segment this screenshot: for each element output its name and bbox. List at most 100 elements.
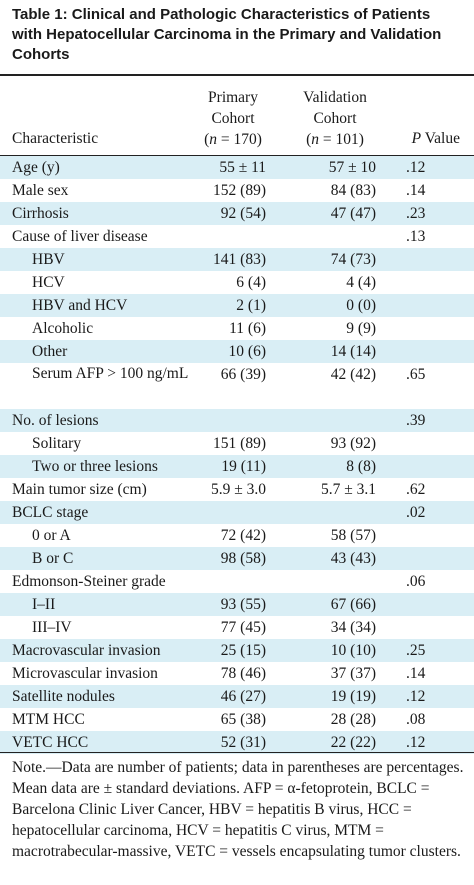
table-row: B or C 98 (58) 43 (43) [0,547,474,570]
row-characteristic: MTM HCC [12,711,85,728]
table-row: Cause of liver disease .13 [0,225,474,248]
row-primary-value: 10 (6) [228,343,266,360]
row-characteristic: Edmonson-Steiner grade [12,573,166,590]
table-row: Main tumor size (cm) 5.9 ± 3.0 5.7 ± 3.1 .6… [0,478,474,501]
row-p-value: .08 [406,711,426,728]
table-row: HCV 6 (4) 4 (4) [0,271,474,294]
table-row: Other 10 (6) 14 (14) [0,340,474,363]
row-characteristic: Solitary [32,435,82,452]
row-primary-value: 65 (38) [220,711,266,728]
row-p-value: .13 [406,228,426,245]
primary-header-line1: Primary [208,89,258,106]
primary-header-n: (n = 170) [204,131,262,148]
row-characteristic: VETC HCC [12,734,89,751]
primary-n-label: n [209,131,217,148]
row-characteristic: III–IV [32,619,72,636]
validation-cohort-header: Validation Cohort (n = 101) [290,87,380,150]
row-characteristic: Age (y) [12,159,60,176]
row-primary-value: 151 (89) [213,435,266,452]
table-bottom-rule [0,752,474,753]
row-characteristic: HCV [32,274,65,291]
table-row: Macrovascular invasion 25 (15) 10 (10) .25 [0,639,474,662]
validation-n-value: = 101) [319,131,364,148]
row-validation-value: 43 (43) [330,550,376,567]
row-primary-value: 98 (58) [220,550,266,567]
row-primary-value: 141 (83) [213,251,266,268]
row-validation-value: 58 (57) [330,527,376,544]
characteristic-header: Characteristic [12,130,99,147]
row-primary-value: 77 (45) [220,619,266,636]
table-body: Age (y) 55 ± 11 57 ± 10 .12 Male sex 152 (89)… [0,156,474,754]
row-primary-value: 92 (54) [220,205,266,222]
table-row: VETC HCC 52 (31) 22 (22) .12 [0,731,474,754]
row-validation-value: 28 (28) [330,711,376,728]
table-row: HBV 141 (83) 74 (73) [0,248,474,271]
table-row: Two or three lesions 19 (11) 8 (8) [0,455,474,478]
row-characteristic: Microvascular invasion [12,665,158,682]
row-validation-value: 19 (19) [330,688,376,705]
table-row: Serum AFP > 100 ng/mL 66 (39) 42 (42) .65 [0,363,474,409]
row-p-value: .12 [406,688,426,705]
p-value-header: P Value [412,130,460,148]
row-primary-value: 93 (55) [220,596,266,613]
table-row: MTM HCC 65 (38) 28 (28) .08 [0,708,474,731]
row-p-value: .12 [406,159,426,176]
row-characteristic: Cause of liver disease [12,228,148,245]
row-primary-value: 72 (42) [220,527,266,544]
row-validation-value: 84 (83) [330,182,376,199]
validation-header-line1: Validation [303,89,367,106]
row-primary-value: 78 (46) [220,665,266,682]
table-row: Microvascular invasion 78 (46) 37 (37) .14 [0,662,474,685]
p-rest: Value [421,130,460,147]
row-characteristic: HBV [32,251,65,268]
table-row: 0 or A 72 (42) 58 (57) [0,524,474,547]
table-row: Cirrhosis 92 (54) 47 (47) .23 [0,202,474,225]
validation-n-label: n [311,131,319,148]
row-validation-value: 9 (9) [346,320,376,337]
row-p-value: .14 [406,665,426,682]
table-row: I–II 93 (55) 67 (66) [0,593,474,616]
row-validation-value: 74 (73) [330,251,376,268]
table-title: Table 1: Clinical and Pathologic Charact… [0,0,474,76]
row-primary-value: 25 (15) [220,642,266,659]
row-characteristic: Alcoholic [32,320,94,337]
row-primary-value: 52 (31) [220,734,266,751]
row-validation-value: 4 (4) [346,274,376,291]
row-primary-value: 5.9 ± 3.0 [210,481,266,498]
row-validation-value: 22 (22) [330,734,376,751]
row-characteristic: Serum AFP > 100 ng/mL [32,365,189,382]
table-row: HBV and HCV 2 (1) 0 (0) [0,294,474,317]
row-validation-value: 8 (8) [346,458,376,475]
primary-header-line2: Cohort [211,110,255,127]
row-primary-value: 2 (1) [236,297,266,314]
table-row: Edmonson-Steiner grade .06 [0,570,474,593]
table-row: Solitary 151 (89) 93 (92) [0,432,474,455]
row-validation-value: 67 (66) [330,596,376,613]
row-primary-value: 55 ± 11 [219,159,266,176]
validation-header-line2: Cohort [313,110,357,127]
row-validation-value: 14 (14) [330,343,376,360]
row-primary-value: 6 (4) [236,274,266,291]
row-p-value: .23 [406,205,426,222]
row-characteristic: Male sex [12,182,69,199]
row-validation-value: 10 (10) [330,642,376,659]
row-validation-value: 42 (42) [330,366,376,383]
row-primary-value: 152 (89) [213,182,266,199]
row-p-value: .65 [406,366,426,383]
row-characteristic: BCLC stage [12,504,89,521]
row-validation-value: 57 ± 10 [328,159,376,176]
row-p-value: .62 [406,481,426,498]
row-primary-value: 66 (39) [220,366,266,383]
row-primary-value: 19 (11) [221,458,266,475]
table-row: Alcoholic 11 (6) 9 (9) [0,317,474,340]
row-characteristic: Main tumor size (cm) [12,481,147,498]
primary-cohort-header: Primary Cohort (n = 170) [188,87,278,150]
row-p-value: .02 [406,504,426,521]
row-validation-value: 0 (0) [346,297,376,314]
row-characteristic: B or C [32,550,74,567]
row-characteristic: Cirrhosis [12,205,69,222]
row-characteristic: Two or three lesions [32,458,158,475]
table-row: Male sex 152 (89) 84 (83) .14 [0,179,474,202]
table-row: III–IV 77 (45) 34 (34) [0,616,474,639]
